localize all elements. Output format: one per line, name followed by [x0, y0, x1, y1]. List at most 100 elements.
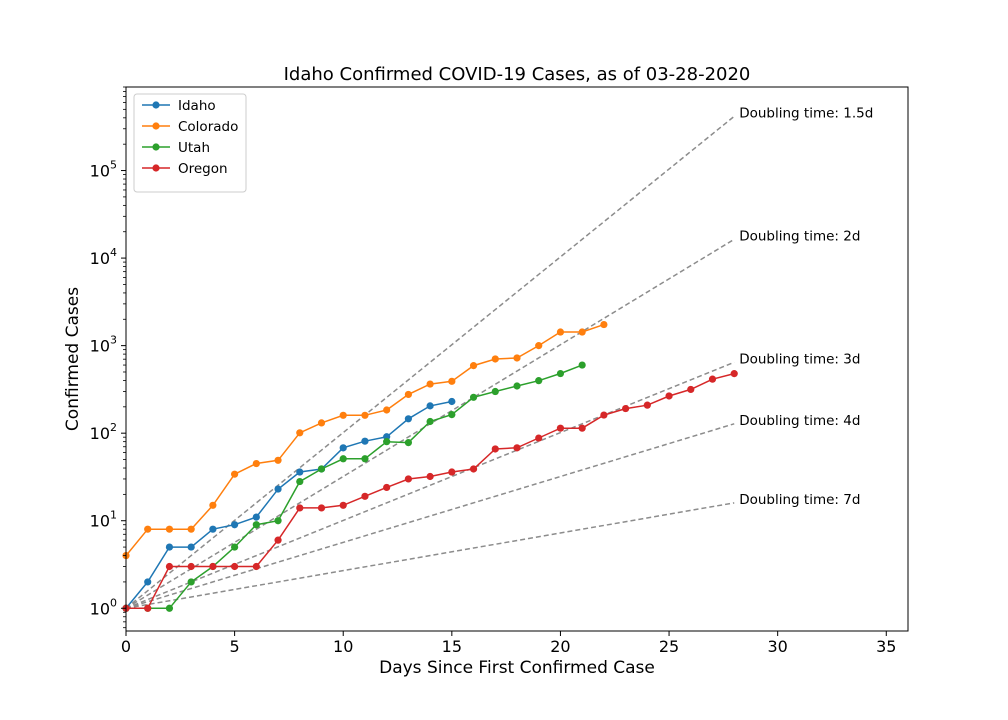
data-point [404, 439, 412, 447]
series-line [126, 364, 583, 610]
data-point [469, 465, 478, 473]
legend-marker [152, 164, 160, 172]
data-point [165, 543, 174, 551]
legend-label: Idaho [178, 98, 216, 114]
data-point [687, 385, 695, 394]
data-point [426, 402, 434, 410]
data-point [383, 406, 391, 414]
data-point [535, 434, 543, 442]
x-axis-label: Days Since First Confirmed Case [379, 658, 655, 678]
data-point [491, 387, 499, 396]
data-point [426, 472, 434, 481]
x-tick-label: 0 [121, 637, 131, 656]
chart-title: Idaho Confirmed COVID-19 Cases, as of 03… [284, 64, 751, 85]
data-point [448, 411, 456, 419]
legend-marker [152, 122, 160, 130]
data-point [209, 562, 217, 571]
data-point [361, 411, 369, 419]
data-point [209, 525, 217, 533]
doubling-label: Doubling time: 4d [739, 413, 860, 429]
data-point [231, 562, 239, 571]
x-axis-ticks: 0 5 10 15 20 25 30 35 [121, 631, 896, 656]
data-point [491, 445, 499, 453]
data-point [296, 429, 304, 437]
data-point [426, 380, 434, 388]
doubling-label: Doubling time: 2d [739, 228, 860, 244]
legend-label: Utah [178, 140, 210, 156]
data-point [361, 492, 369, 500]
data-point [491, 355, 499, 363]
data-point [187, 578, 195, 586]
data-point [252, 562, 260, 571]
data-point [339, 411, 347, 419]
series-line [125, 400, 452, 609]
data-point [643, 401, 651, 409]
data-point [317, 419, 326, 427]
data-point [274, 456, 282, 464]
data-point [513, 444, 521, 452]
data-point [622, 404, 630, 413]
data-point [339, 455, 347, 463]
y-tick-label: 103 [90, 334, 117, 356]
data-point [556, 424, 565, 432]
data-point [535, 377, 543, 385]
data-point [296, 468, 304, 476]
data-point [231, 470, 239, 478]
data-point [730, 370, 738, 378]
data-point [404, 415, 412, 423]
data-point [144, 525, 152, 533]
data-point [708, 375, 717, 383]
doubling-line [125, 423, 735, 609]
legend: Idaho Colorado Utah Oregon [133, 93, 247, 193]
data-point [231, 521, 239, 529]
y-axis-ticks: 100 101 102 103 104 105 [90, 86, 126, 629]
data-point [469, 362, 478, 370]
data-point [513, 354, 521, 362]
data-point [600, 411, 608, 419]
data-point [165, 604, 174, 612]
y-axis-label: Confirmed Cases [63, 287, 83, 431]
data-point [361, 437, 369, 445]
series-group [122, 320, 738, 612]
data-point [252, 513, 260, 521]
data-point [578, 424, 586, 432]
data-point [231, 543, 239, 551]
x-tick-label: 5 [230, 637, 240, 656]
data-point [317, 465, 326, 473]
x-tick-label: 30 [767, 637, 787, 656]
data-point [556, 328, 565, 336]
data-point [383, 483, 391, 492]
data-point [404, 475, 412, 483]
data-point [165, 562, 174, 571]
x-tick-label: 10 [333, 637, 353, 656]
data-point [469, 393, 478, 401]
data-point [578, 361, 586, 369]
data-point [252, 459, 260, 468]
data-point [513, 382, 521, 390]
legend-label: Oregon [178, 161, 228, 177]
data-point [274, 517, 282, 525]
data-point [448, 377, 456, 385]
data-point [317, 504, 326, 512]
data-point [426, 417, 434, 426]
data-point [448, 397, 456, 406]
data-point [361, 455, 369, 463]
legend-marker [152, 101, 160, 109]
legend-marker [152, 143, 160, 151]
data-point [187, 543, 195, 551]
doubling-label: Doubling time: 3d [739, 351, 860, 367]
data-point [339, 444, 347, 452]
data-point [187, 562, 195, 571]
data-point [274, 536, 282, 544]
data-point [578, 328, 586, 336]
data-point [665, 392, 673, 400]
data-point [144, 578, 152, 586]
x-tick-label: 25 [659, 637, 679, 656]
data-point [404, 390, 412, 399]
data-point [187, 525, 195, 533]
legend-label: Colorado [178, 119, 238, 135]
data-point [383, 438, 391, 446]
y-tick-label: 105 [90, 159, 117, 181]
data-point [144, 604, 152, 612]
